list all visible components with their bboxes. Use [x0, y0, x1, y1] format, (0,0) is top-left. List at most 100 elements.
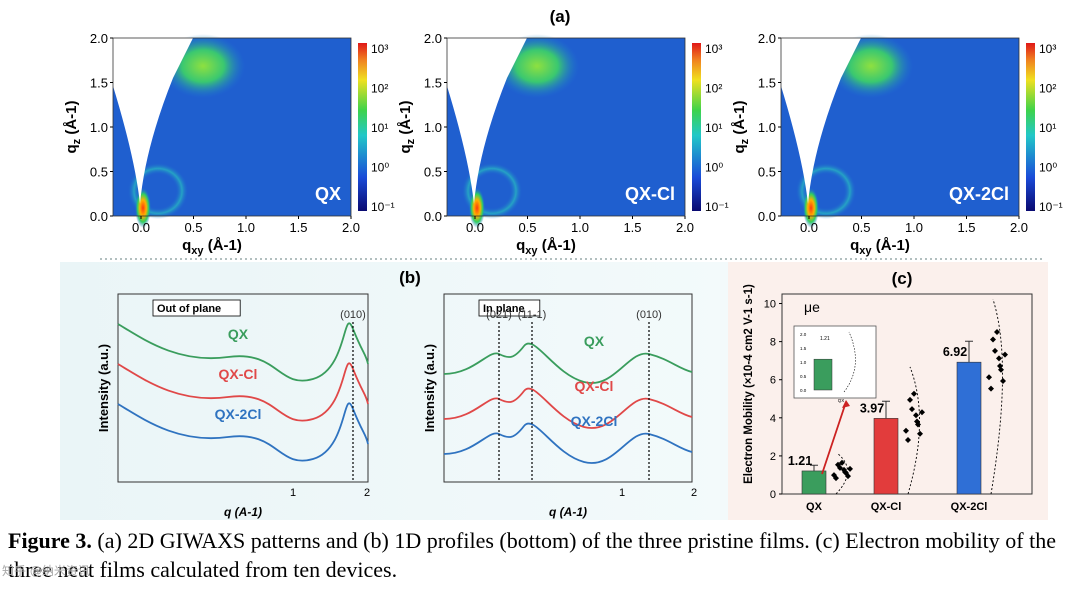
- y-axis-label: Intensity (a.u.): [422, 344, 437, 432]
- profile-title-box: [478, 299, 541, 317]
- profile-frame: [443, 293, 693, 483]
- value-label: 1.21: [788, 454, 812, 468]
- x-tick-label: 0.0: [466, 220, 484, 235]
- profile-title: Out of plane: [157, 303, 221, 315]
- missing-wedge: [447, 38, 527, 204]
- inset-bar-qx: [813, 358, 833, 391]
- series-label: QX: [228, 326, 249, 342]
- x-axis-label: qxy (Å-1): [850, 237, 910, 257]
- panel-c-label: (c): [892, 269, 913, 288]
- y-tick-label: 0.0: [424, 209, 442, 224]
- figure-caption: Figure 3. (a) 2D GIWAXS patterns and (b)…: [8, 526, 1063, 584]
- x-axis-label: qxy (Å-1): [516, 237, 576, 257]
- data-point: [992, 347, 998, 354]
- colorbar-tick-label: 10¹: [705, 121, 722, 135]
- bar-qx-2cl: [956, 361, 982, 495]
- mobility-plot: 0 2 4 6 8 10 Electron Mobility (×10-4 cm2 V-1 …: [743, 284, 1033, 513]
- category-label: QX-Cl: [871, 501, 902, 513]
- beam-center-feature: [469, 188, 485, 228]
- profile-curve-qx: [117, 322, 369, 382]
- x-tick-label: 1.0: [905, 220, 923, 235]
- x-tick-label: 2.0: [676, 220, 694, 235]
- series-label: QX-Cl: [575, 378, 614, 394]
- caption-label: Figure 3.: [8, 528, 92, 553]
- distribution-curve: [907, 366, 920, 495]
- y-axis-label: Intensity (a.u.): [96, 344, 111, 432]
- beam-center-feature: [135, 188, 151, 228]
- inset-y-tick: 1.0: [800, 360, 807, 365]
- data-point: [1002, 351, 1008, 358]
- y-tick-label: 4: [770, 413, 776, 425]
- profile-panel-left: Out of plane QX QX-Cl QX-2Cl (010) 1 2 Intensit…: [96, 293, 370, 519]
- y-tick-label: 2: [770, 451, 776, 463]
- profile-frame: [117, 293, 369, 483]
- y-tick-label: 6: [770, 375, 776, 387]
- profile-curve-qx-cl: [117, 362, 369, 422]
- category-label: QX: [806, 501, 823, 513]
- peak-label: (010): [340, 309, 366, 321]
- giwaxs-pattern-qx: QX 2.0 1.5 1.0 0.5 0.0 0.0 0.5 1.0 1.5 2.0 qxy (Å-1…: [63, 31, 395, 257]
- x-tick-label: 1.5: [957, 220, 975, 235]
- colorbar: [692, 43, 701, 211]
- y-tick-label: 1.0: [758, 120, 776, 135]
- inset-y-tick: 0.5: [800, 374, 807, 379]
- x-tick-label: 1.0: [571, 220, 589, 235]
- plot-frame: [781, 293, 1033, 495]
- inset-curve: [843, 331, 856, 393]
- y-tick-label: 8: [770, 337, 776, 349]
- distribution-curve: [835, 453, 848, 495]
- data-point: [990, 336, 996, 343]
- colorbar-tick-label: 10²: [1039, 82, 1056, 96]
- data-point: [994, 329, 1000, 336]
- colorbar: [1026, 43, 1035, 211]
- y-tick-label: 0.0: [90, 209, 108, 224]
- series-label: QX-2Cl: [571, 413, 618, 429]
- y-axis-label: Electron Mobility (×10-4 cm2 V-1 s-1): [743, 284, 755, 484]
- y-tick-label: 1.0: [90, 120, 108, 135]
- colorbar-tick-label: 10³: [371, 42, 388, 56]
- x-axis-label: qxy (Å-1): [182, 237, 242, 257]
- data-point: [909, 406, 915, 413]
- x-tick-label: 0.0: [800, 220, 818, 235]
- x-tick-label: 1.5: [623, 220, 641, 235]
- colorbar-tick-label: 10³: [1039, 42, 1056, 56]
- peak-label: (021): [486, 309, 512, 321]
- y-axis-label: qz (Å-1): [731, 100, 751, 153]
- inset-y-tick: 1.5: [800, 346, 807, 351]
- watermark: 知乎 @纳米资讯: [2, 564, 90, 578]
- colorbar-tick-label: 10²: [705, 82, 722, 96]
- inset-arrow-head: [842, 400, 850, 408]
- caption-text: (a) 2D GIWAXS patterns and (b) 1D profil…: [8, 528, 1057, 582]
- mobility-inset: 2.0 1.5 1.0 0.5 0.0 1.21 QX: [793, 325, 877, 403]
- colorbar-tick-label: 10¹: [371, 121, 388, 135]
- profile-panel-right: In plane QX QX-Cl QX-2Cl (021) (11-1) (010) 1 2 I…: [422, 293, 697, 519]
- colorbar-tick-label: 10³: [705, 42, 722, 56]
- figure-3: (a) QX 2.0 1.5 1.0 0.5 0.0 0.0 0.5 1.0 1.5 2.0 qxy …: [60, 7, 1063, 520]
- colorbar-tick-label: 10⁻¹: [705, 200, 729, 214]
- category-label: QX-2Cl: [951, 501, 988, 513]
- x-tick-label: 2.0: [342, 220, 360, 235]
- colorbar: [358, 43, 367, 211]
- data-point: [914, 418, 920, 425]
- value-label: 6.92: [943, 345, 967, 359]
- profile-curve-qx-2cl: [117, 402, 369, 462]
- data-point: [911, 390, 917, 397]
- peak-label: (11-1): [518, 309, 547, 321]
- x-tick-label: 2: [691, 487, 697, 499]
- x-tick-label: 1: [290, 487, 296, 499]
- mobility-chart: 0 2 4 6 8 10 Electron Mobility (×10-4 cm2 V-1 …: [743, 284, 1033, 513]
- missing-wedge: [113, 38, 193, 204]
- data-point: [917, 430, 923, 437]
- data-point: [835, 461, 841, 468]
- inset-y-tick: 0.0: [800, 388, 807, 393]
- x-axis-label: q (A-1): [549, 505, 587, 519]
- x-tick-label: 2.0: [1010, 220, 1028, 235]
- y-tick-label: 1.5: [758, 76, 776, 91]
- inset-y-tick: 2.0: [800, 332, 807, 337]
- y-tick-label: 2.0: [90, 31, 108, 46]
- value-label: 3.97: [860, 401, 884, 415]
- inset-category-label: QX: [838, 398, 845, 403]
- data-point: [996, 355, 1002, 362]
- panel-a-label: (a): [550, 7, 571, 26]
- panel-b-label: (b): [399, 268, 421, 287]
